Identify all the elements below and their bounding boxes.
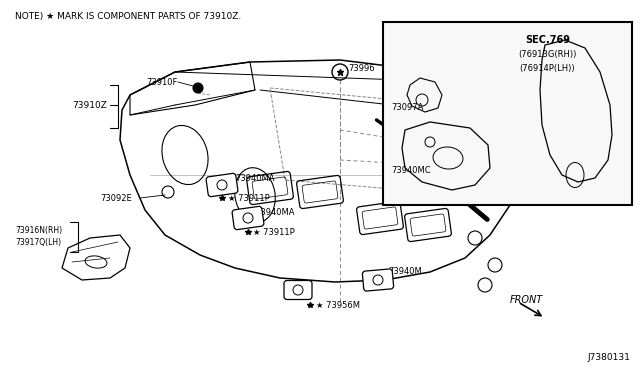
Text: FRONT: FRONT (510, 295, 543, 305)
Text: 73940MA: 73940MA (235, 174, 275, 183)
Text: 73940MB: 73940MB (430, 103, 470, 112)
Text: (76914P(LH)): (76914P(LH)) (520, 64, 575, 73)
Text: ★ 73956M: ★ 73956M (316, 301, 360, 310)
FancyBboxPatch shape (206, 173, 238, 197)
Text: 73996: 73996 (348, 64, 374, 73)
Circle shape (193, 83, 203, 93)
Text: 73097A: 73097A (391, 103, 424, 112)
Text: ★ 73911P: ★ 73911P (485, 196, 527, 205)
Text: (76913G(RH)): (76913G(RH)) (518, 49, 577, 58)
Text: ★ 73911P: ★ 73911P (253, 228, 295, 237)
Text: ★ 73911P: ★ 73911P (228, 193, 269, 202)
Text: 73940M: 73940M (388, 267, 422, 276)
Text: SEC.769: SEC.769 (525, 35, 570, 45)
Text: 73910Z: 73910Z (72, 100, 107, 109)
Text: 73916N(RH): 73916N(RH) (15, 225, 62, 234)
Text: 73940MC: 73940MC (391, 166, 431, 174)
Text: ★ 73911P: ★ 73911P (398, 118, 440, 126)
Text: 73910F: 73910F (147, 77, 178, 87)
Text: J7380131: J7380131 (587, 353, 630, 362)
FancyBboxPatch shape (232, 206, 264, 230)
Text: 73092E: 73092E (100, 193, 132, 202)
Text: NOTE) ★ MARK IS COMPONENT PARTS OF 73910Z.: NOTE) ★ MARK IS COMPONENT PARTS OF 73910… (15, 12, 241, 21)
Text: 73940MB: 73940MB (462, 141, 502, 150)
FancyBboxPatch shape (362, 269, 394, 291)
Text: 73917Q(LH): 73917Q(LH) (15, 237, 61, 247)
FancyBboxPatch shape (284, 280, 312, 299)
Bar (383, 22, 632, 205)
Text: 73940MA: 73940MA (255, 208, 294, 217)
